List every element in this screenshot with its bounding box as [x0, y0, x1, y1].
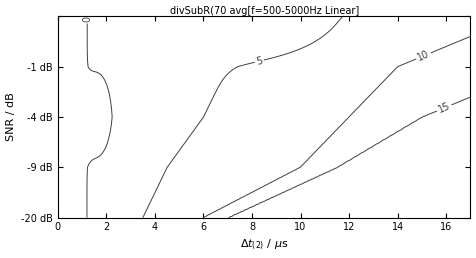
- X-axis label: $\Delta t_{(2)}$ / $\mu$s: $\Delta t_{(2)}$ / $\mu$s: [240, 238, 288, 252]
- Text: 5: 5: [255, 55, 264, 67]
- Text: 10: 10: [416, 49, 431, 63]
- Title: divSubR(70 avg[f=500-5000Hz Linear]: divSubR(70 avg[f=500-5000Hz Linear]: [169, 6, 359, 15]
- Text: 0: 0: [82, 16, 92, 22]
- Text: 15: 15: [436, 101, 452, 115]
- Y-axis label: SNR / dB: SNR / dB: [6, 93, 16, 141]
